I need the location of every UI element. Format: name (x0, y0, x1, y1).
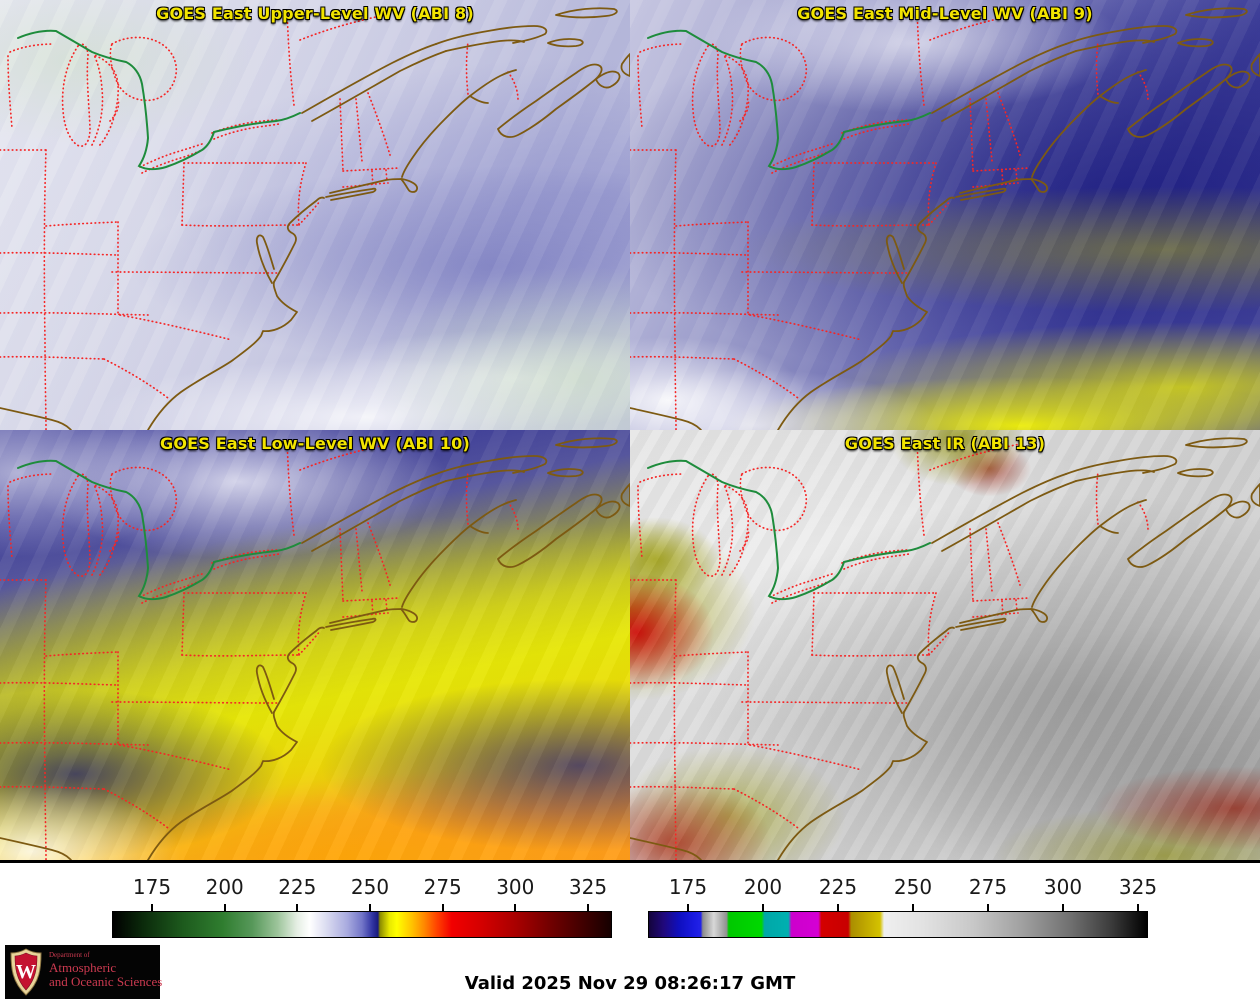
colorbar-tick-label: 325 (568, 875, 608, 899)
ir-color-scale (648, 911, 1148, 938)
panel-mid-level-wv: GOES East Mid-Level WV (ABI 9) (630, 0, 1260, 430)
colorbar-tick-label: 225 (278, 875, 317, 899)
logo-line-1: Atmospheric (49, 960, 117, 975)
ir-colorbar: 175 200 225 250 275 300 325 (648, 875, 1157, 955)
colorbar-tick-label: 175 (132, 875, 172, 899)
colorbar-tick-label: 250 (350, 875, 390, 899)
colorbar-tick-label: 275 (968, 875, 1008, 899)
valid-timestamp: Valid 2025 Nov 29 08:26:17 GMT (464, 973, 796, 994)
colorbar-tick (223, 904, 226, 911)
footer: 175 200 225 250 275 300 325 175 200 225 … (0, 863, 1260, 999)
uw-aos-logo: W Department of Atmospheric and Oceanic … (5, 945, 163, 999)
panel-upper-level-wv: GOES East Upper-Level WV (ABI 8) (0, 0, 630, 430)
map-overlay (630, 437, 1260, 860)
colorbar-tick (151, 904, 153, 911)
colorbar-tick (837, 904, 839, 911)
panel-title-abi8: GOES East Upper-Level WV (ABI 8) (156, 4, 474, 23)
colorbar-tick (1137, 904, 1139, 911)
colorbar-tick (296, 904, 299, 911)
panel-title-abi9: GOES East Mid-Level WV (ABI 9) (797, 4, 1093, 23)
uw-crest-icon: W (10, 948, 42, 996)
colorbar-tick-label: 200 (205, 875, 244, 899)
map-overlay (0, 437, 630, 860)
panel-low-level-wv: GOES East Low-Level WV (ABI 10) (0, 430, 630, 860)
colorbar-tick (687, 904, 689, 911)
colorbar-tick (441, 904, 444, 911)
logo-dept-line: Department of (49, 951, 90, 959)
colorbar-tick (762, 904, 764, 911)
wv-color-scale (112, 911, 612, 938)
colorbar-tick-label: 200 (743, 875, 783, 899)
colorbar-tick-label: 300 (1043, 875, 1083, 899)
colorbar-tick (587, 904, 589, 911)
panel-title-abi10: GOES East Low-Level WV (ABI 10) (159, 434, 470, 453)
colorbar-tick (987, 904, 989, 911)
colorbar-tick-label: 250 (893, 875, 933, 899)
logo-line-2: and Oceanic Sciences (49, 974, 163, 989)
svg-text:W: W (16, 961, 36, 983)
colorbar-tick-label: 275 (423, 875, 462, 899)
colorbar-tick-label: 225 (818, 875, 858, 899)
wv-colorbar: 175 200 225 250 275 300 325 (112, 875, 612, 955)
colorbar-tick-label: 175 (668, 875, 708, 899)
colorbar-tick (514, 904, 517, 911)
colorbar-tick (369, 904, 371, 911)
map-overlay (0, 7, 630, 430)
map-overlay (630, 7, 1260, 430)
colorbar-tick-label: 325 (1118, 875, 1158, 899)
colorbar-tick-label: 300 (496, 875, 535, 899)
panel-infrared: GOES East IR (ABI 13) (630, 430, 1260, 860)
panel-title-abi13: GOES East IR (ABI 13) (844, 434, 1046, 453)
colorbar-tick (1062, 904, 1064, 911)
satellite-quad-panel: GOES East Upper-Level WV (ABI 8) GOES Ea… (0, 0, 1260, 863)
colorbar-tick (912, 904, 914, 911)
logo-text: Department of Atmospheric and Oceanic Sc… (49, 951, 163, 989)
